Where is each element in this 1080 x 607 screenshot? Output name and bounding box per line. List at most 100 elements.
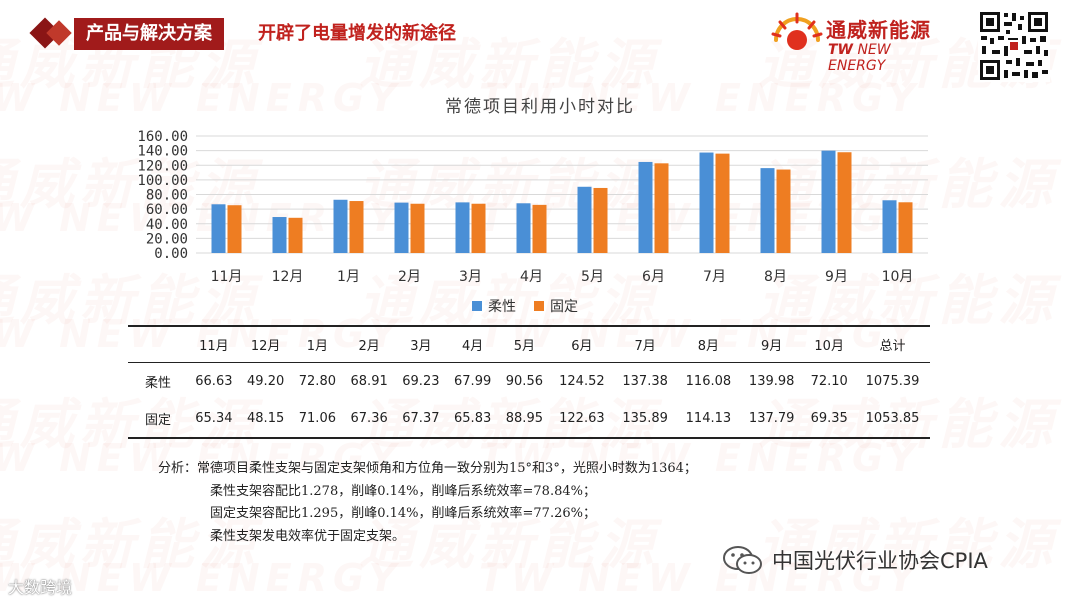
slide-header: 产品与解决方案 开辟了电量增发的新途径 通威新能源 TW NEW ENERGY <box>0 0 1080 82</box>
data-table: 11月 12月 1月 2月 3月 4月 5月 6月 7月 8月 9月 10月 总… <box>128 325 930 439</box>
y-tick-label: 0.00 <box>154 246 188 262</box>
table-cell: 116.08 <box>685 373 732 389</box>
table-header-row: 11月 12月 1月 2月 3月 4月 5月 6月 7月 8月 9月 10月 总… <box>128 326 930 362</box>
bar-fixed <box>288 217 303 253</box>
legend-label: 柔性 <box>488 299 516 315</box>
bar-flexible <box>272 217 287 253</box>
legend-label: 固定 <box>550 299 578 315</box>
analysis-line: 柔性支架容配比1.278，削峰0.14%，削峰后系统效率=78.84%； <box>210 483 596 499</box>
logo-text-cn: 通威新能源 <box>826 18 931 42</box>
y-tick-label: 60.00 <box>146 202 188 218</box>
bar-flexible <box>638 161 653 253</box>
table-cell: 1053.85 <box>865 411 920 426</box>
table-cell: 114.13 <box>685 411 732 426</box>
table-cell: 72.10 <box>810 373 848 389</box>
table-cell: 67.99 <box>454 373 492 389</box>
analysis-line: 柔性支架发电效率优于固定支架。 <box>210 528 406 544</box>
bar-flexible <box>455 202 470 253</box>
bar-flexible <box>516 203 531 253</box>
bar-flexible <box>394 202 409 253</box>
x-tick-label: 5月 <box>581 269 604 285</box>
y-tick-label: 80.00 <box>146 188 188 204</box>
table-cell: 122.63 <box>559 411 605 426</box>
table-cell: 48.15 <box>247 411 285 426</box>
row-label: 柔性 <box>144 375 171 391</box>
table-header-cell: 4月 <box>461 338 484 354</box>
y-tick-label: 100.00 <box>137 173 188 189</box>
bar-flexible <box>699 152 714 253</box>
table-cell: 67.37 <box>402 411 440 426</box>
table-row: 柔性 66.63 49.20 72.80 68.91 69.23 67.99 9… <box>128 362 930 400</box>
table-header-cell: 3月 <box>410 338 432 354</box>
wechat-icon <box>723 546 762 574</box>
table-header-cell: 9月 <box>761 338 783 354</box>
bar-fixed <box>227 205 242 253</box>
y-tick-label: 40.00 <box>146 217 188 233</box>
bar-flexible <box>760 168 775 253</box>
x-tick-label: 12月 <box>272 269 304 285</box>
watermark-source: 大数跨境 <box>8 578 73 597</box>
table-cell: 124.52 <box>559 373 605 389</box>
table-header-cell: 7月 <box>634 338 656 354</box>
source-attribution: 中国光伏行业协会CPIA <box>722 545 988 575</box>
analysis-text: 分析：常德项目柔性支架与固定支架倾角和方位角一致分别为15°和3°，光照小时数为… <box>158 458 697 548</box>
table-cell: 137.79 <box>748 411 795 426</box>
slide-subtitle: 开辟了电量增发的新途径 <box>258 23 456 44</box>
x-tick-label: 6月 <box>642 269 665 285</box>
bar-flexible <box>333 199 348 253</box>
bar-fixed <box>776 169 791 253</box>
y-tick-label: 120.00 <box>137 158 188 174</box>
bar-fixed <box>410 203 425 253</box>
table-header-cell: 10月 <box>814 338 844 354</box>
table-header-cell: 12月 <box>250 338 281 354</box>
bar-flexible <box>882 200 897 253</box>
table-cell: 135.89 <box>622 411 668 426</box>
section-tag: 产品与解决方案 <box>74 18 224 50</box>
table-cell: 49.20 <box>247 373 285 389</box>
bar-fixed <box>654 163 669 253</box>
bar-flexible <box>211 204 226 253</box>
x-tick-label: 9月 <box>825 269 848 285</box>
table-cell: 88.95 <box>505 411 543 426</box>
bar-flexible <box>821 150 836 253</box>
source-text: 中国光伏行业协会CPIA <box>772 549 988 573</box>
table-cell: 137.38 <box>622 373 668 389</box>
legend-swatch <box>472 301 482 311</box>
table-header-cell: 总计 <box>879 338 906 354</box>
x-tick-label: 11月 <box>211 269 243 285</box>
y-tick-label: 20.00 <box>146 231 188 247</box>
table-cell: 68.91 <box>350 373 388 389</box>
qr-code-icon <box>978 10 1050 82</box>
sun-logo-icon <box>771 12 823 50</box>
table-row: 固定 65.34 48.15 71.06 67.36 67.37 65.83 8… <box>128 400 930 438</box>
bar-fixed <box>898 202 913 253</box>
company-logo: 通威新能源 TW NEW ENERGY <box>770 10 950 74</box>
bar-fixed <box>349 201 364 253</box>
x-tick-label: 8月 <box>764 269 787 285</box>
legend-swatch <box>534 301 544 311</box>
table-header-cell: 1月 <box>306 338 329 354</box>
analysis-line: 固定支架容配比1.295，削峰0.14%，削峰后系统效率=77.26%； <box>210 506 596 521</box>
table-cell: 65.83 <box>454 411 492 426</box>
bar-fixed <box>593 187 608 253</box>
table-header-cell: 2月 <box>358 338 380 354</box>
table-header-cell: 6月 <box>571 338 593 354</box>
bar-fixed <box>532 204 547 253</box>
x-tick-label: 10月 <box>882 269 914 285</box>
table-cell: 139.98 <box>748 373 795 389</box>
table-cell: 69.35 <box>810 411 848 426</box>
table-header-cell: 8月 <box>697 338 720 354</box>
table-cell: 66.63 <box>195 373 233 389</box>
row-label: 固定 <box>144 413 171 428</box>
bar-fixed <box>715 153 730 253</box>
x-tick-label: 3月 <box>459 269 482 285</box>
x-tick-label: 7月 <box>703 269 726 285</box>
table-cell: 65.34 <box>195 411 233 426</box>
bar-fixed <box>837 152 852 253</box>
bar-fixed <box>471 203 486 253</box>
chart-title: 常德项目利用小时对比 <box>445 97 635 117</box>
table-cell: 69.23 <box>402 373 440 389</box>
bar-flexible <box>577 186 592 253</box>
table-cell: 90.56 <box>505 373 543 389</box>
logo-text-en: TW NEW ENERGY <box>828 42 891 74</box>
